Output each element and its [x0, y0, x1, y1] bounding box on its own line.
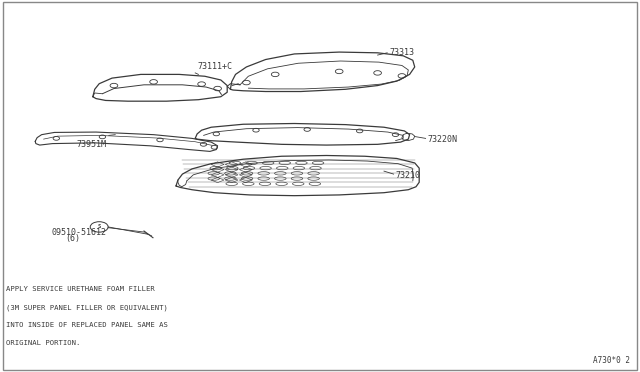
Text: 73313: 73313: [389, 48, 414, 57]
Text: APPLY SERVICE URETHANE FOAM FILLER: APPLY SERVICE URETHANE FOAM FILLER: [6, 286, 155, 292]
Text: 09510-51612: 09510-51612: [51, 228, 106, 237]
Text: 73111+C: 73111+C: [197, 62, 232, 71]
Text: 73951M: 73951M: [77, 140, 107, 149]
Text: 73220N: 73220N: [428, 135, 458, 144]
Text: (3M SUPER PANEL FILLER OR EQUIVALENT): (3M SUPER PANEL FILLER OR EQUIVALENT): [6, 304, 168, 311]
Text: (6): (6): [65, 234, 80, 243]
Text: A730*0 2: A730*0 2: [593, 356, 630, 365]
Text: INTO INSIDE OF REPLACED PANEL SAME AS: INTO INSIDE OF REPLACED PANEL SAME AS: [6, 322, 168, 328]
Text: ORIGINAL PORTION.: ORIGINAL PORTION.: [6, 340, 81, 346]
Text: S: S: [97, 224, 101, 229]
Text: 73210: 73210: [396, 171, 420, 180]
